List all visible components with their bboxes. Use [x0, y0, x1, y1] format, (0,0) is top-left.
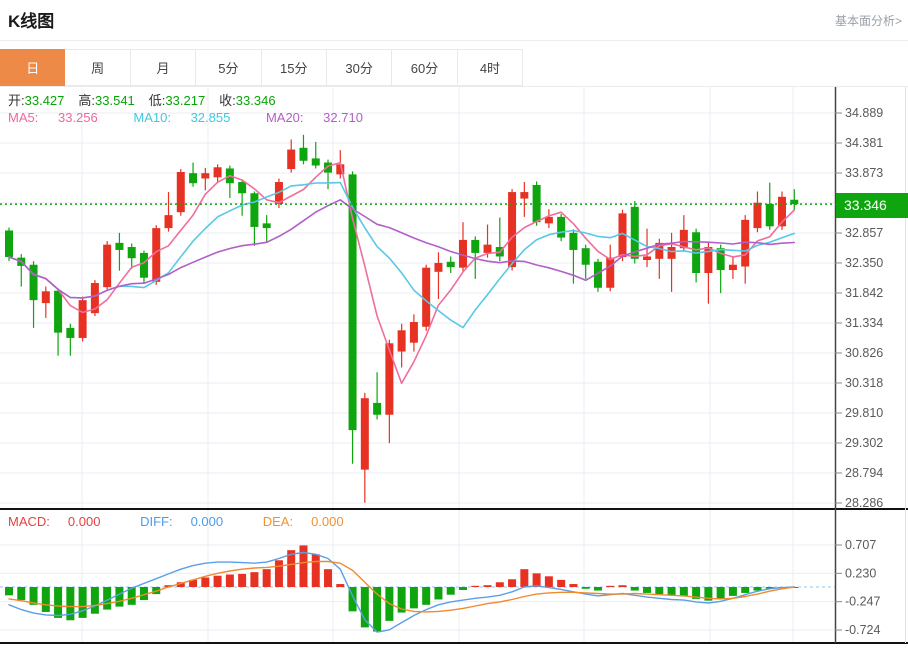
macd-legend: MACD: 0.000 DIFF: 0.000 DEA: 0.000: [8, 514, 380, 529]
page-title: K线图: [8, 12, 55, 31]
svg-text:31.842: 31.842: [845, 286, 883, 300]
svg-text:30.826: 30.826: [845, 346, 883, 360]
svg-text:31.334: 31.334: [845, 316, 883, 330]
tab-60min[interactable]: 60分: [392, 49, 458, 86]
tab-30min[interactable]: 30分: [326, 49, 393, 86]
svg-text:34.381: 34.381: [845, 136, 883, 150]
svg-text:29.302: 29.302: [845, 436, 883, 450]
svg-text:29.810: 29.810: [845, 406, 883, 420]
tab-15min[interactable]: 15分: [261, 49, 327, 86]
low-label: 低:: [148, 93, 166, 108]
dea-value-legend: DEA: 0.000: [262, 514, 344, 529]
close-value: 33.346: [235, 93, 276, 108]
open-label: 开:: [8, 93, 25, 108]
interval-tabbar: 日周月 5分 15分 30分 60分 4时: [0, 49, 908, 87]
svg-text:32.857: 32.857: [845, 226, 883, 240]
tab-5min[interactable]: 5分: [196, 49, 262, 86]
title-divider: [0, 40, 908, 41]
ma-legend: MA5: 33.256 MA10: 32.855 MA20: 32.710: [8, 110, 395, 125]
diff-value-legend: DIFF: 0.000: [140, 514, 224, 529]
fundamental-analysis-link[interactable]: 基本面分析>: [834, 14, 902, 28]
ma5-legend: MA5: 33.256: [8, 110, 98, 125]
tab-month[interactable]: 月: [130, 49, 197, 86]
tab-week[interactable]: 周: [65, 49, 131, 86]
svg-text:34.889: 34.889: [845, 106, 883, 120]
svg-text:-0.724: -0.724: [845, 623, 880, 637]
high-value: 33.541: [95, 93, 135, 108]
svg-text:33.873: 33.873: [845, 166, 883, 180]
ma20-legend: MA20: 32.710: [265, 110, 363, 125]
tab-4hour[interactable]: 4时: [457, 49, 524, 86]
macd-value-legend: MACD: 0.000: [8, 514, 101, 529]
ma10-legend: MA10: 32.855: [133, 110, 231, 125]
close-label: 收:: [219, 93, 236, 108]
svg-text:28.286: 28.286: [845, 496, 883, 510]
tab-day[interactable]: 日: [0, 49, 66, 86]
svg-text:-0.247: -0.247: [845, 595, 880, 609]
current-price-tag: 33.346: [836, 193, 908, 218]
titlebar: K线图 基本面分析>: [0, 0, 908, 40]
svg-text:0.230: 0.230: [845, 566, 876, 580]
low-value: 33.217: [165, 93, 206, 108]
high-label: 高:: [78, 93, 96, 108]
svg-text:30.318: 30.318: [845, 376, 883, 390]
svg-text:32.350: 32.350: [845, 256, 883, 270]
open-value: 33.427: [24, 93, 65, 108]
svg-text:28.794: 28.794: [845, 466, 883, 480]
ohlc-legend: 开:33.427 高:33.541 低:33.217 收:33.346: [8, 90, 290, 109]
svg-text:0.707: 0.707: [845, 538, 876, 552]
